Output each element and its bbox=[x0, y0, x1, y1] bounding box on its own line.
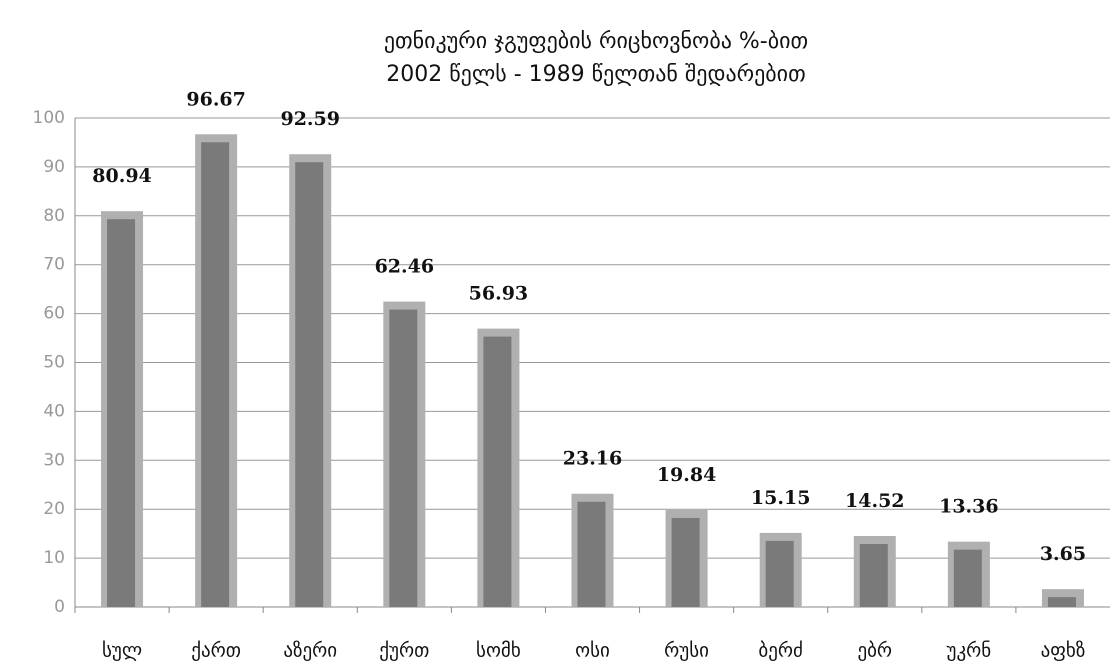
x-tick-label: უკრნ bbox=[947, 640, 992, 662]
x-tick-label: ებრ bbox=[857, 640, 892, 662]
x-tick-label: ქართ bbox=[191, 640, 241, 662]
value-label: 13.36 bbox=[939, 496, 999, 518]
y-tick-label: 70 bbox=[43, 255, 65, 275]
chart-title: ეთნიკური ჯგუფების რიცხოვნობა %-ბით bbox=[384, 29, 808, 54]
y-tick-label: 10 bbox=[43, 548, 65, 568]
bar-face bbox=[107, 219, 136, 607]
y-tick-label: 80 bbox=[43, 206, 65, 226]
value-label: 15.15 bbox=[751, 487, 811, 509]
x-tick-label: ქურთ bbox=[379, 640, 429, 662]
bar-face bbox=[483, 336, 512, 607]
bar-face bbox=[577, 501, 606, 607]
y-tick-label: 50 bbox=[43, 353, 65, 373]
x-tick-label: სომხ bbox=[476, 640, 521, 662]
bar-face bbox=[1047, 597, 1076, 607]
bar-face bbox=[201, 142, 230, 608]
x-tick-label: აფხზ bbox=[1041, 640, 1086, 662]
value-label: 14.52 bbox=[845, 490, 905, 512]
value-label: 19.84 bbox=[657, 464, 717, 486]
value-label: 80.94 bbox=[92, 165, 152, 187]
y-tick-label: 0 bbox=[54, 597, 65, 617]
y-tick-label: 100 bbox=[33, 108, 65, 128]
y-tick-label: 40 bbox=[43, 401, 65, 421]
bar-face bbox=[295, 162, 324, 607]
y-tick-label: 30 bbox=[43, 450, 65, 470]
value-label: 56.93 bbox=[469, 283, 529, 305]
chart-subtitle: 2002 წელს - 1989 წელთან შედარებით bbox=[386, 62, 805, 87]
value-label: 62.46 bbox=[375, 256, 435, 278]
bar-face bbox=[953, 549, 982, 607]
x-tick-label: ოსი bbox=[575, 640, 610, 662]
x-tick-label: ბერძ bbox=[758, 640, 803, 662]
value-label: 23.16 bbox=[563, 448, 623, 470]
value-label: 96.67 bbox=[186, 88, 246, 110]
value-label: 3.65 bbox=[1040, 543, 1086, 565]
bar-face bbox=[671, 517, 700, 607]
value-label: 92.59 bbox=[280, 108, 340, 130]
y-tick-label: 90 bbox=[43, 157, 65, 177]
bar-face bbox=[765, 540, 794, 607]
y-tick-label: 60 bbox=[43, 304, 65, 324]
x-tick-label: რუსი bbox=[664, 640, 709, 662]
x-tick-label: აზერი bbox=[283, 640, 337, 662]
bar-face bbox=[859, 543, 888, 607]
y-tick-label: 20 bbox=[43, 499, 65, 519]
bar-face bbox=[389, 309, 418, 607]
x-tick-label: სულ bbox=[102, 640, 142, 662]
